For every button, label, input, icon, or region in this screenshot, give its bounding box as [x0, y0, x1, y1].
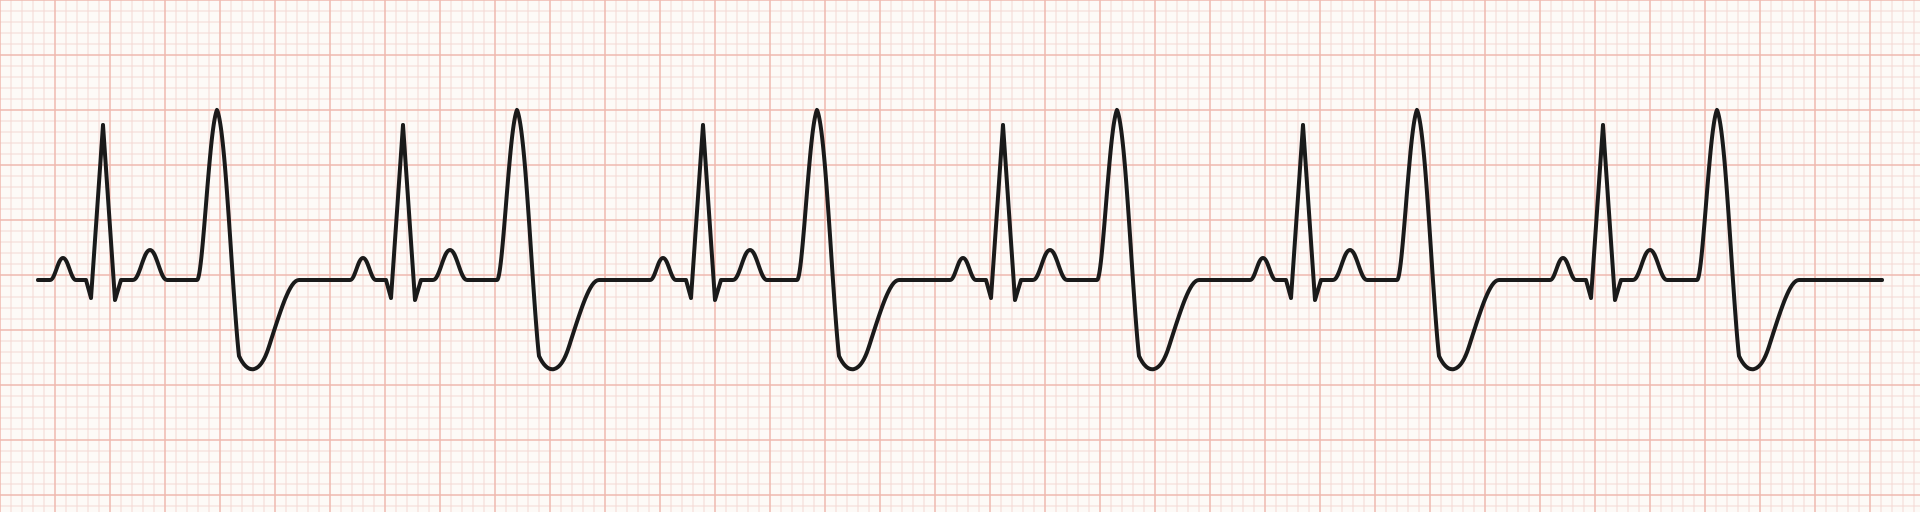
ecg-strip — [0, 0, 1920, 512]
